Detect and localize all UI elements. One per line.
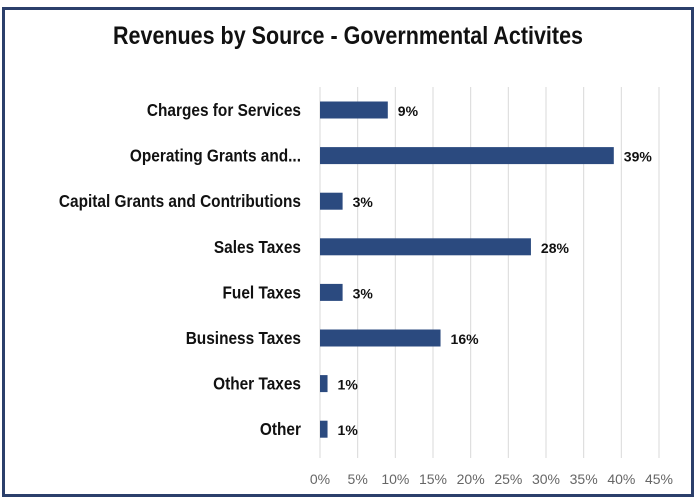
category-label: Sales Taxes	[214, 237, 301, 257]
bar	[320, 147, 614, 165]
chart-title: Revenues by Source - Governmental Activi…	[113, 22, 583, 50]
data-label: 3%	[353, 285, 374, 301]
category-label: Business Taxes	[186, 328, 302, 348]
data-label: 1%	[338, 422, 359, 438]
x-tick-label: 0%	[310, 471, 330, 487]
bars	[320, 101, 614, 438]
category-label: Operating Grants and...	[130, 146, 301, 166]
bar	[320, 329, 441, 347]
x-tick-label: 10%	[381, 471, 409, 487]
gridlines	[319, 87, 660, 458]
bar	[320, 283, 343, 301]
category-label: Capital Grants and Contributions	[59, 191, 301, 211]
x-tick-label: 15%	[419, 471, 447, 487]
x-tick-label: 30%	[532, 471, 560, 487]
x-axis-tick-labels: 0% 5% 10% 15% 20% 25% 30% 35% 40% 45%	[310, 471, 673, 487]
x-tick-label: 35%	[570, 471, 598, 487]
bar	[320, 238, 531, 256]
x-tick-label: 5%	[348, 471, 368, 487]
x-tick-label: 20%	[457, 471, 485, 487]
x-tick-label: 45%	[645, 471, 673, 487]
bar	[320, 192, 343, 210]
data-label: 16%	[451, 331, 480, 347]
data-label: 3%	[353, 194, 374, 210]
bar	[320, 420, 328, 438]
data-label: 39%	[624, 149, 653, 165]
data-label: 28%	[541, 240, 570, 256]
data-label: 1%	[338, 377, 359, 393]
x-tick-label: 40%	[607, 471, 635, 487]
category-label: Charges for Services	[147, 100, 301, 120]
category-label: Other Taxes	[213, 374, 301, 394]
x-tick-label: 25%	[494, 471, 522, 487]
category-labels: Charges for Services Operating Grants and…	[59, 100, 301, 439]
bar	[320, 375, 328, 393]
data-labels: 9% 39% 3% 28% 3% 16% 1% 1%	[338, 103, 653, 438]
bar	[320, 101, 388, 119]
category-label: Fuel Taxes	[223, 282, 302, 302]
data-label: 9%	[398, 103, 419, 119]
category-label: Other	[260, 419, 301, 439]
